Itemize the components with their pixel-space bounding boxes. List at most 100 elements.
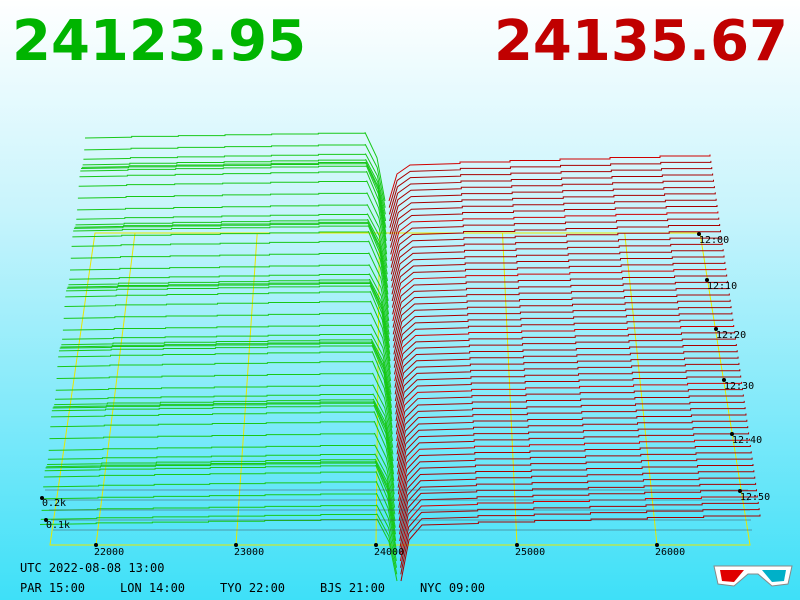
price-label: 25000 (515, 547, 545, 558)
ask-depth-line (399, 470, 755, 535)
ask-depth-line (392, 261, 726, 315)
ask-depth-line (394, 337, 736, 395)
bid-depth-line (52, 402, 395, 475)
time-label: 12:30 (724, 381, 754, 392)
bid-depth-line (76, 213, 388, 275)
ask-depth-line (395, 356, 739, 415)
ask-depth-line (392, 274, 728, 328)
ask-depth-line (388, 154, 711, 202)
ask-depth-line (398, 445, 751, 508)
ask-depth-line (396, 388, 743, 448)
3d-glasses-icon[interactable] (713, 565, 793, 587)
ask-depth-line (396, 407, 746, 468)
ask-depth-line (396, 394, 744, 455)
ask-depth-line (389, 186, 715, 235)
bid-depth-line (73, 222, 389, 295)
bid-depth-line (51, 411, 395, 488)
bid-depth-line (84, 143, 386, 208)
ask-depth-line (397, 419, 748, 482)
world-clock: NYC 09:00 (420, 581, 485, 595)
ask-depth-line (400, 501, 759, 568)
world-clock: LON 14:00 (120, 581, 185, 595)
ask-depth-line (391, 249, 724, 302)
bid-depth-line (62, 333, 392, 395)
ask-depth-line (397, 432, 750, 495)
bid-depth-line (55, 384, 394, 448)
tick-dot (730, 432, 734, 436)
time-label: 12:40 (732, 435, 762, 446)
tick-dot (738, 489, 742, 493)
ask-depth-line (399, 476, 756, 542)
ask-depth-line (399, 495, 758, 562)
world-clock: TYO 22:00 (220, 581, 285, 595)
ask-depth-line (392, 280, 729, 335)
ask-depth-line (396, 381, 743, 442)
world-clock: BJS 21:00 (320, 581, 385, 595)
ask-depth-line (397, 438, 750, 502)
price-grid-line (624, 232, 658, 546)
bid-depth-line (58, 351, 393, 428)
bid-depth-line (57, 360, 393, 435)
bid-depth-line (66, 282, 391, 355)
ask-depth-line (399, 489, 757, 555)
price-grid-line (375, 232, 380, 546)
ask-depth-line (393, 293, 730, 348)
ask-depth-line (393, 312, 733, 368)
ask-depth-line (389, 179, 715, 228)
world-clocks: PAR 15:00 LON 14:00 TYO 22:00 BJS 21:00 NYC … (20, 581, 485, 595)
bid-depth-line (68, 278, 390, 342)
price-label: 22000 (94, 547, 124, 558)
bid-depth-line (43, 471, 397, 548)
bid-depth-line (81, 162, 387, 235)
bid-price: 24123.95 (12, 9, 306, 74)
bid-depth-line (59, 342, 393, 415)
bid-depth-line (75, 219, 389, 282)
tick-dot (714, 327, 718, 331)
bid-depth-line (56, 372, 394, 442)
ask-depth-line (391, 242, 723, 295)
price-label: 23000 (234, 547, 264, 558)
ask-depth-line (395, 375, 742, 435)
ask-depth-line (398, 463, 754, 528)
ask-depth-line (390, 205, 718, 255)
tick-dot (705, 278, 709, 282)
ask-depth-line (399, 482, 757, 548)
ask-depth-line (395, 350, 738, 408)
bid-depth-line (47, 458, 396, 522)
tick-dot (234, 543, 238, 547)
ask-depth-line (389, 173, 714, 222)
ask-depth-line (388, 160, 712, 208)
bid-depth-line (58, 345, 393, 422)
ask-depth-line (395, 369, 741, 428)
depth-surface (39, 132, 761, 582)
tick-dot (374, 543, 378, 547)
time-label: 12:20 (716, 330, 746, 341)
tick-dot (94, 543, 98, 547)
bid-depth-line (80, 165, 387, 242)
bid-depth-line (77, 192, 388, 262)
ask-depth-line (398, 451, 752, 515)
ask-depth-line (392, 268, 727, 322)
ask-depth-line (391, 255, 725, 308)
time-label: 12:00 (699, 235, 729, 246)
ask-depth-line (397, 426, 749, 488)
bid-depth-line (77, 204, 388, 268)
bid-depth-line (63, 312, 392, 382)
ask-depth-line (396, 400, 745, 462)
ask-depth-line (389, 198, 717, 248)
bid-depth-line (70, 252, 390, 322)
price-label: 26000 (655, 547, 685, 558)
ask-depth-line (392, 287, 729, 342)
bid-depth-line (72, 231, 389, 308)
bid-depth-line (47, 453, 396, 515)
bid-depth-line (41, 504, 398, 568)
ask-depth-line (388, 167, 713, 215)
time-label: 12:10 (707, 281, 737, 292)
bid-depth-line (50, 420, 395, 495)
time-label: 12:50 (740, 492, 770, 503)
floor-outline (49, 232, 751, 546)
ask-depth-line (395, 362, 740, 422)
bid-depth-line (82, 159, 387, 222)
world-clock: PAR 15:00 (20, 581, 85, 595)
